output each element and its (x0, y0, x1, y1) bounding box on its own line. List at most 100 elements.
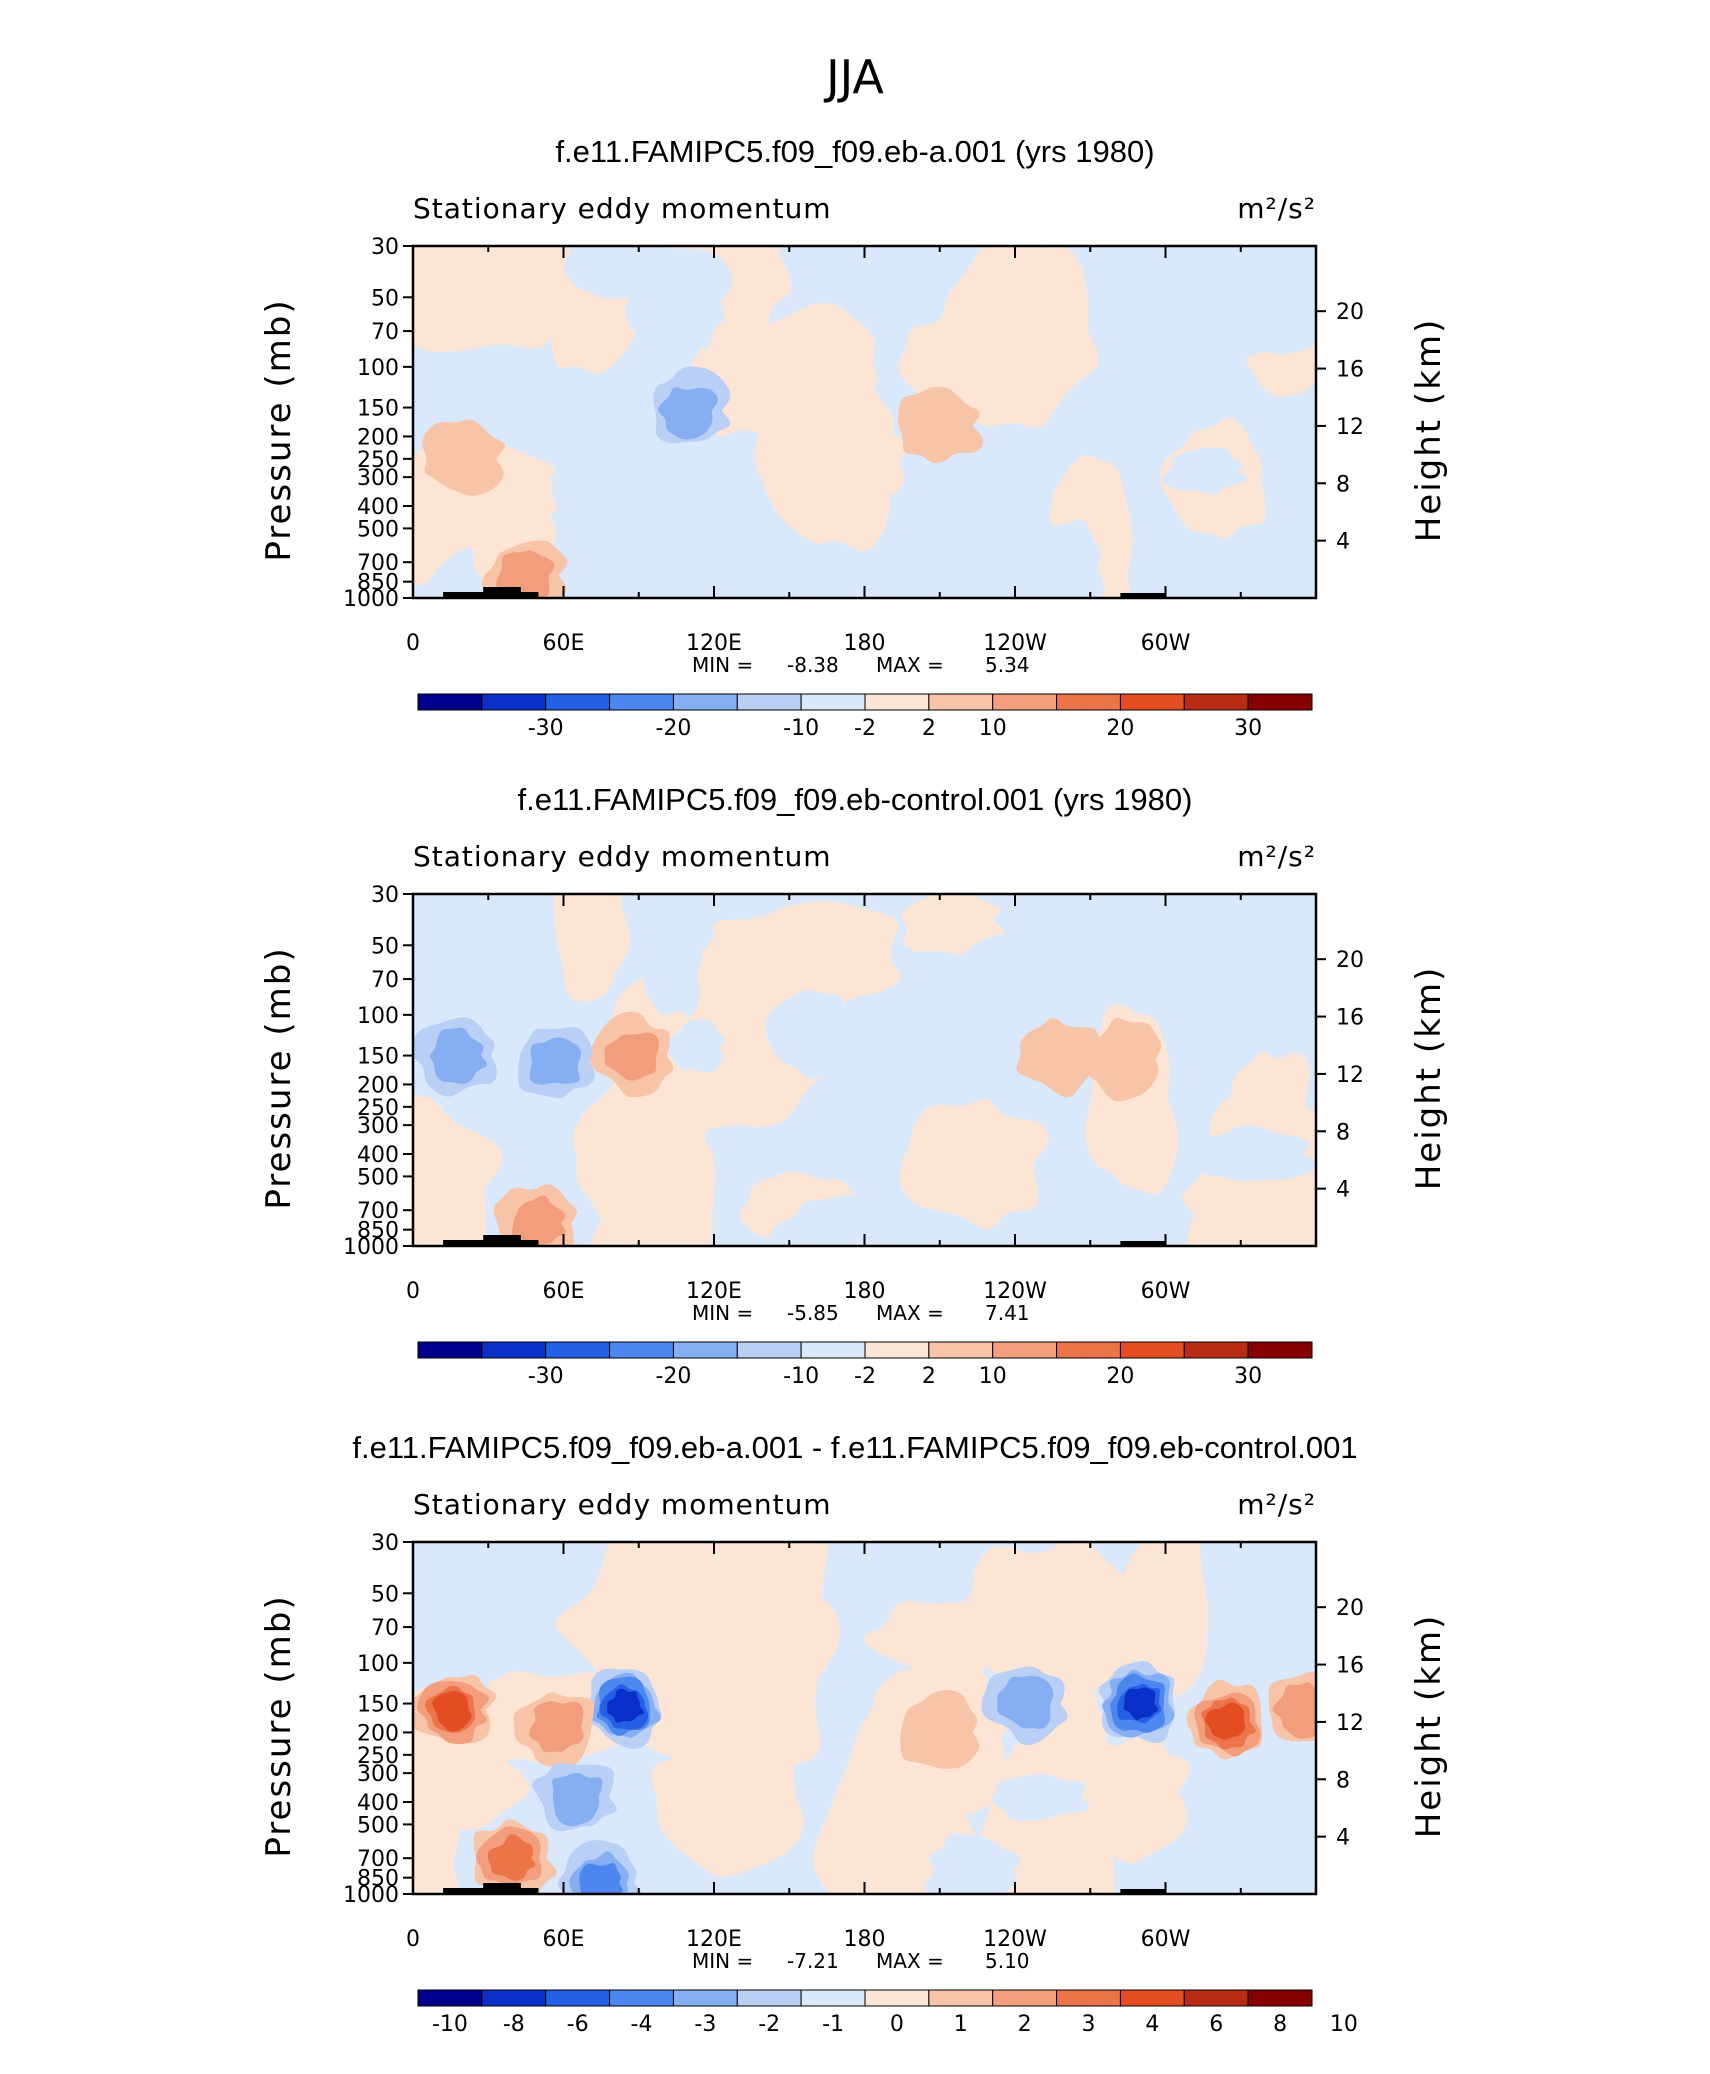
contour-region (427, 1595, 499, 1699)
contour-feature (900, 1689, 980, 1769)
x-tick-label: 0 (406, 631, 420, 656)
y2-tick-label: 20 (1336, 1596, 1364, 1621)
colorbar-swatch (1247, 1989, 1313, 2007)
colorbar-swatch (928, 693, 994, 711)
y-tick-label: 700 (357, 1847, 399, 1872)
colorbar-swatch (609, 1341, 674, 1359)
topography (1120, 1241, 1166, 1246)
contour-region (413, 1095, 503, 1246)
contour-region (758, 302, 878, 426)
contour-field (413, 1542, 1316, 1894)
contour-feature (496, 550, 555, 598)
y-tick-label: 300 (357, 466, 399, 491)
contour-feature (1123, 1687, 1159, 1721)
contour-feature (657, 387, 718, 440)
topography (483, 1235, 521, 1246)
contour-region (1121, 1542, 1208, 1701)
contour-region (643, 925, 703, 1017)
y-tick-label: 850 (357, 1867, 399, 1892)
colorbar-label: 20 (1106, 716, 1134, 741)
contour-feature (604, 1032, 659, 1081)
topography (483, 587, 521, 598)
y-tick-label: 70 (371, 968, 399, 993)
y2-tick-label: 8 (1336, 1768, 1350, 1793)
contour-feature (1016, 1018, 1099, 1098)
x-tick-label: 60W (1141, 1927, 1191, 1952)
x-tick-label: 0 (406, 1927, 420, 1952)
contour-feature (528, 1701, 584, 1753)
colorbar-swatch (672, 693, 738, 711)
y-tick-label: 150 (357, 1045, 399, 1070)
colorbar-swatch (992, 1989, 1058, 2007)
contour-feature (607, 1688, 645, 1723)
y-tick-label: 250 (357, 1744, 399, 1769)
panel-units-label: m²/s² (1237, 1488, 1316, 1521)
max-label: MAX = (876, 653, 944, 677)
colorbar-swatch (800, 1341, 866, 1359)
colorbar: -30 -20 -10 -2 2 10 20 30 (417, 693, 1313, 741)
panel-left-label: Stationary eddy momentum (413, 840, 832, 873)
colorbar-label: 30 (1234, 716, 1262, 741)
colorbar-label: -2 (758, 2012, 780, 2037)
y2-axis-label: Height (km) (1409, 966, 1449, 1191)
colorbar-swatch (1247, 693, 1313, 711)
contour-region (986, 519, 1104, 598)
x-tick-label: 0 (406, 1279, 420, 1304)
colorbar-swatch (417, 693, 483, 711)
colorbar-swatch (481, 693, 547, 711)
colorbar-swatch (1119, 693, 1185, 711)
colorbar-label: -20 (655, 1364, 691, 1389)
colorbar-swatch (992, 1341, 1058, 1359)
y-tick-label: 1000 (343, 1235, 399, 1260)
colorbar-swatch (1247, 1341, 1313, 1359)
x-tick-label: 120E (686, 1279, 742, 1304)
colorbar-swatch (1056, 693, 1121, 711)
colorbar-swatch (1183, 1341, 1249, 1359)
contour-region (1161, 447, 1248, 495)
colorbar-swatch (1056, 1989, 1121, 2007)
colorbar-swatch (609, 1989, 674, 2007)
x-tick-label: 120W (983, 631, 1047, 656)
contour-region (633, 1571, 841, 1795)
y2-axis-label: Height (km) (1409, 1614, 1449, 1839)
colorbar-swatch (1056, 1341, 1121, 1359)
colorbar-label: 2 (922, 1364, 936, 1389)
y-tick-label: 850 (357, 1219, 399, 1244)
y-tick-label: 300 (357, 1114, 399, 1139)
colorbar-swatch (800, 1989, 866, 2007)
y2-tick-label: 20 (1336, 300, 1364, 325)
colorbar-swatch (864, 1989, 930, 2007)
panels: f.e11.FAMIPC5.f09_f09.eb-a.001 (yrs 1980… (259, 134, 1449, 2037)
colorbar-swatch (1183, 693, 1249, 711)
contour-region (664, 1019, 726, 1073)
x-tick-label: 120E (686, 631, 742, 656)
y-tick-label: 50 (371, 286, 399, 311)
contour-region (924, 1833, 1021, 1894)
contour-region (563, 246, 657, 300)
contour-region (688, 901, 901, 1017)
colorbar-label: 10 (979, 1364, 1007, 1389)
colorbar-label: 4 (1145, 2012, 1159, 2037)
y-tick-label: 100 (357, 356, 399, 381)
chart-panel-2: f.e11.FAMIPC5.f09_f09.eb-control.001 (yr… (259, 782, 1449, 1389)
y-tick-label: 200 (357, 425, 399, 450)
y-tick-label: 100 (357, 1652, 399, 1677)
contour-region (590, 1124, 715, 1246)
max-value: 5.34 (985, 653, 1030, 677)
y2-tick-label: 12 (1336, 1711, 1364, 1736)
chart-panel-1: f.e11.FAMIPC5.f09_f09.eb-a.001 (yrs 1980… (259, 134, 1449, 741)
topography (1120, 593, 1166, 598)
colorbar-label: 10 (1330, 2012, 1358, 2037)
colorbar-label: 20 (1106, 1364, 1134, 1389)
colorbar-label: 0 (890, 2012, 904, 2037)
y-tick-label: 250 (357, 448, 399, 473)
y2-tick-label: 16 (1336, 1006, 1364, 1031)
contour-feature (432, 1691, 472, 1732)
panel-left-label: Stationary eddy momentum (413, 192, 832, 225)
min-label: MIN = (692, 1301, 753, 1325)
y-tick-label: 850 (357, 571, 399, 596)
colorbar-label: 2 (922, 716, 936, 741)
y-tick-label: 400 (357, 1143, 399, 1168)
colorbar-swatch (545, 1989, 611, 2007)
y-tick-label: 700 (357, 1199, 399, 1224)
